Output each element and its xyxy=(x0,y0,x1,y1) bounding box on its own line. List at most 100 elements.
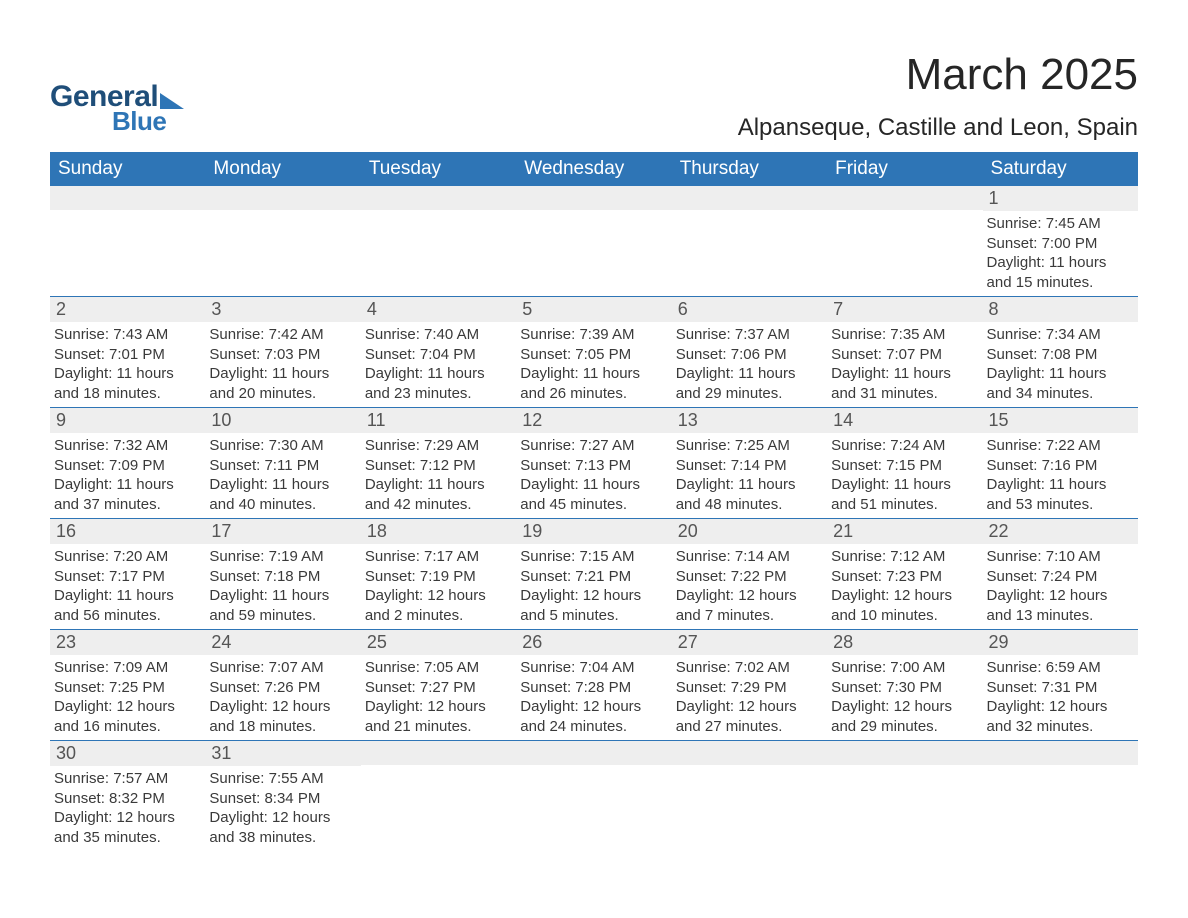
daylight-text: Daylight: 11 hours and 45 minutes. xyxy=(520,475,667,514)
daylight-text: Daylight: 12 hours and 21 minutes. xyxy=(365,697,512,736)
day-number-bar-empty xyxy=(827,186,982,210)
daylight-text: Daylight: 12 hours and 10 minutes. xyxy=(831,586,978,625)
sunset-text: Sunset: 7:06 PM xyxy=(676,345,823,365)
day-number-bar-empty xyxy=(361,186,516,210)
sunrise-text: Sunrise: 7:05 AM xyxy=(365,658,512,678)
sunset-text: Sunset: 7:00 PM xyxy=(987,234,1134,254)
sunset-text: Sunset: 7:04 PM xyxy=(365,345,512,365)
daylight-text: Daylight: 11 hours and 37 minutes. xyxy=(54,475,201,514)
daylight-text: Daylight: 11 hours and 18 minutes. xyxy=(54,364,201,403)
day-content: Sunrise: 7:57 AMSunset: 8:32 PMDaylight:… xyxy=(50,766,205,851)
day-number: 30 xyxy=(50,741,205,766)
day-number: 26 xyxy=(516,630,671,655)
day-cell xyxy=(361,186,516,296)
day-cell: 3Sunrise: 7:42 AMSunset: 7:03 PMDaylight… xyxy=(205,297,360,407)
day-content: Sunrise: 7:20 AMSunset: 7:17 PMDaylight:… xyxy=(50,544,205,629)
sunset-text: Sunset: 7:03 PM xyxy=(209,345,356,365)
daylight-text: Daylight: 11 hours and 42 minutes. xyxy=(365,475,512,514)
sunset-text: Sunset: 7:23 PM xyxy=(831,567,978,587)
day-number: 18 xyxy=(361,519,516,544)
sunset-text: Sunset: 7:15 PM xyxy=(831,456,978,476)
sunrise-text: Sunrise: 7:04 AM xyxy=(520,658,667,678)
weekday-header: Wednesday xyxy=(516,152,671,186)
sunset-text: Sunset: 7:25 PM xyxy=(54,678,201,698)
sunset-text: Sunset: 7:16 PM xyxy=(987,456,1134,476)
day-number: 12 xyxy=(516,408,671,433)
sunrise-text: Sunrise: 7:20 AM xyxy=(54,547,201,567)
day-number: 17 xyxy=(205,519,360,544)
day-number: 29 xyxy=(983,630,1138,655)
day-cell xyxy=(983,741,1138,851)
day-content: Sunrise: 7:40 AMSunset: 7:04 PMDaylight:… xyxy=(361,322,516,407)
day-cell: 30Sunrise: 7:57 AMSunset: 8:32 PMDayligh… xyxy=(50,741,205,851)
week-row: 2Sunrise: 7:43 AMSunset: 7:01 PMDaylight… xyxy=(50,297,1138,408)
day-content: Sunrise: 7:14 AMSunset: 7:22 PMDaylight:… xyxy=(672,544,827,629)
daylight-text: Daylight: 12 hours and 29 minutes. xyxy=(831,697,978,736)
day-content: Sunrise: 7:32 AMSunset: 7:09 PMDaylight:… xyxy=(50,433,205,518)
week-row: 9Sunrise: 7:32 AMSunset: 7:09 PMDaylight… xyxy=(50,408,1138,519)
day-cell: 28Sunrise: 7:00 AMSunset: 7:30 PMDayligh… xyxy=(827,630,982,740)
daylight-text: Daylight: 11 hours and 29 minutes. xyxy=(676,364,823,403)
daylight-text: Daylight: 12 hours and 32 minutes. xyxy=(987,697,1134,736)
daylight-text: Daylight: 11 hours and 15 minutes. xyxy=(987,253,1134,292)
week-row: 16Sunrise: 7:20 AMSunset: 7:17 PMDayligh… xyxy=(50,519,1138,630)
sunset-text: Sunset: 7:11 PM xyxy=(209,456,356,476)
day-cell: 2Sunrise: 7:43 AMSunset: 7:01 PMDaylight… xyxy=(50,297,205,407)
day-cell: 7Sunrise: 7:35 AMSunset: 7:07 PMDaylight… xyxy=(827,297,982,407)
day-cell: 8Sunrise: 7:34 AMSunset: 7:08 PMDaylight… xyxy=(983,297,1138,407)
day-content: Sunrise: 7:29 AMSunset: 7:12 PMDaylight:… xyxy=(361,433,516,518)
sunset-text: Sunset: 7:27 PM xyxy=(365,678,512,698)
day-cell: 21Sunrise: 7:12 AMSunset: 7:23 PMDayligh… xyxy=(827,519,982,629)
calendar-grid: Sunday Monday Tuesday Wednesday Thursday… xyxy=(50,152,1138,851)
day-content: Sunrise: 7:34 AMSunset: 7:08 PMDaylight:… xyxy=(983,322,1138,407)
sunset-text: Sunset: 7:12 PM xyxy=(365,456,512,476)
brand-logo: General Blue xyxy=(50,80,184,137)
empty-day-content xyxy=(50,210,205,288)
sunrise-text: Sunrise: 7:12 AM xyxy=(831,547,978,567)
day-content: Sunrise: 7:24 AMSunset: 7:15 PMDaylight:… xyxy=(827,433,982,518)
empty-day-content xyxy=(516,210,671,288)
day-cell: 26Sunrise: 7:04 AMSunset: 7:28 PMDayligh… xyxy=(516,630,671,740)
day-content: Sunrise: 7:12 AMSunset: 7:23 PMDaylight:… xyxy=(827,544,982,629)
sunrise-text: Sunrise: 6:59 AM xyxy=(987,658,1134,678)
day-cell: 5Sunrise: 7:39 AMSunset: 7:05 PMDaylight… xyxy=(516,297,671,407)
sunrise-text: Sunrise: 7:35 AM xyxy=(831,325,978,345)
day-content: Sunrise: 7:07 AMSunset: 7:26 PMDaylight:… xyxy=(205,655,360,740)
daylight-text: Daylight: 12 hours and 5 minutes. xyxy=(520,586,667,625)
day-content: Sunrise: 7:05 AMSunset: 7:27 PMDaylight:… xyxy=(361,655,516,740)
week-row: 30Sunrise: 7:57 AMSunset: 8:32 PMDayligh… xyxy=(50,741,1138,851)
day-number-bar-empty xyxy=(205,186,360,210)
sunset-text: Sunset: 7:01 PM xyxy=(54,345,201,365)
sunset-text: Sunset: 7:07 PM xyxy=(831,345,978,365)
sunset-text: Sunset: 7:31 PM xyxy=(987,678,1134,698)
day-content: Sunrise: 7:09 AMSunset: 7:25 PMDaylight:… xyxy=(50,655,205,740)
day-content: Sunrise: 7:35 AMSunset: 7:07 PMDaylight:… xyxy=(827,322,982,407)
day-content: Sunrise: 7:55 AMSunset: 8:34 PMDaylight:… xyxy=(205,766,360,851)
day-number: 22 xyxy=(983,519,1138,544)
day-number: 6 xyxy=(672,297,827,322)
location-subtitle: Alpanseque, Castille and Leon, Spain xyxy=(738,114,1138,142)
day-cell xyxy=(827,186,982,296)
daylight-text: Daylight: 12 hours and 27 minutes. xyxy=(676,697,823,736)
day-number: 21 xyxy=(827,519,982,544)
sunrise-text: Sunrise: 7:55 AM xyxy=(209,769,356,789)
daylight-text: Daylight: 12 hours and 24 minutes. xyxy=(520,697,667,736)
daylight-text: Daylight: 11 hours and 56 minutes. xyxy=(54,586,201,625)
sunset-text: Sunset: 7:24 PM xyxy=(987,567,1134,587)
sunset-text: Sunset: 7:30 PM xyxy=(831,678,978,698)
daylight-text: Daylight: 11 hours and 48 minutes. xyxy=(676,475,823,514)
day-number: 20 xyxy=(672,519,827,544)
day-content: Sunrise: 7:25 AMSunset: 7:14 PMDaylight:… xyxy=(672,433,827,518)
header-area: General Blue March 2025 Alpanseque, Cast… xyxy=(50,50,1138,142)
weekday-header: Friday xyxy=(827,152,982,186)
day-content: Sunrise: 6:59 AMSunset: 7:31 PMDaylight:… xyxy=(983,655,1138,740)
day-content: Sunrise: 7:15 AMSunset: 7:21 PMDaylight:… xyxy=(516,544,671,629)
day-number: 8 xyxy=(983,297,1138,322)
day-cell: 16Sunrise: 7:20 AMSunset: 7:17 PMDayligh… xyxy=(50,519,205,629)
day-cell: 13Sunrise: 7:25 AMSunset: 7:14 PMDayligh… xyxy=(672,408,827,518)
daylight-text: Daylight: 11 hours and 59 minutes. xyxy=(209,586,356,625)
sunrise-text: Sunrise: 7:00 AM xyxy=(831,658,978,678)
day-cell: 10Sunrise: 7:30 AMSunset: 7:11 PMDayligh… xyxy=(205,408,360,518)
day-number: 23 xyxy=(50,630,205,655)
sunrise-text: Sunrise: 7:30 AM xyxy=(209,436,356,456)
